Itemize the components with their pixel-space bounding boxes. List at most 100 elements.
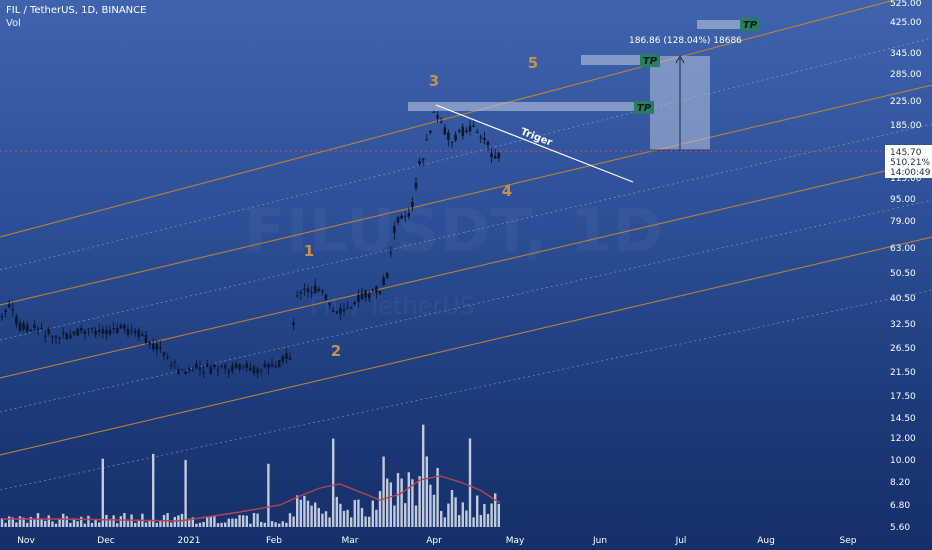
candle-body (328, 303, 331, 305)
volume-bar (468, 438, 472, 527)
volume-bar (18, 516, 22, 527)
candle-body (29, 329, 33, 331)
candle-body (155, 343, 159, 350)
volume-bar (206, 517, 209, 527)
symbol-title[interactable]: FIL / TetherUS, 1D, BINANCE (6, 5, 147, 16)
volume-bar (429, 484, 432, 527)
channel-midline (0, 123, 932, 341)
time-label: Jun (592, 536, 607, 546)
volume-bar (191, 517, 194, 527)
volume-bar (396, 473, 400, 527)
volume-bar (461, 502, 464, 527)
candle-body (213, 364, 216, 367)
volume-bar (368, 516, 371, 527)
volume-indicator-label[interactable]: Vol (6, 18, 21, 29)
measure-arrow-head (675, 54, 685, 64)
volume-pane (0, 424, 501, 527)
volume-bar (407, 472, 410, 527)
candle-body (101, 328, 105, 334)
price-tick: 21.50 (890, 368, 916, 378)
last-price-box (885, 145, 932, 178)
volume-bar (497, 504, 500, 527)
volume-bar (252, 512, 256, 527)
volume-bar (170, 522, 173, 527)
volume-bar (249, 523, 252, 527)
candle-body (36, 328, 40, 330)
candle-body (202, 371, 205, 374)
candle-body (151, 343, 155, 350)
wave-label-5: 5 (528, 54, 538, 72)
candle-body (249, 367, 252, 371)
tp-zone-3 (697, 20, 750, 29)
candle-body (303, 288, 306, 290)
candle-body (321, 290, 324, 292)
wave-label-4: 4 (502, 182, 512, 200)
price-tick: 79.00 (890, 217, 916, 227)
candle-body (220, 365, 223, 367)
candle-body (436, 115, 439, 119)
price-tick: 525.00 (890, 0, 922, 9)
volume-bar (371, 500, 374, 527)
candle-body (274, 366, 277, 368)
volume-bar (454, 497, 457, 527)
volume-bar (472, 517, 475, 527)
volume-bar (144, 522, 148, 527)
channel-line (0, 84, 932, 306)
candle-body (231, 365, 234, 371)
candle-body (310, 292, 313, 294)
candle-body (18, 322, 22, 331)
candle-body (270, 364, 274, 367)
candle-body (475, 131, 479, 133)
candle-body (364, 290, 367, 298)
volume-bar (386, 478, 389, 527)
volume-bar (188, 518, 191, 527)
volume-bar (83, 523, 86, 527)
volume-bar (458, 515, 461, 527)
candle-body (69, 335, 72, 339)
candle-body (72, 331, 76, 334)
volume-bar (360, 507, 364, 527)
volume-bar (15, 522, 18, 527)
candle-body (403, 216, 407, 218)
volume-bar (220, 522, 223, 527)
volume-bar (11, 517, 14, 527)
time-axis: Nov Dec 2021 Feb Mar Apr May Jun Jul Aug Sep (17, 536, 857, 546)
channel-line (0, 0, 897, 238)
volume-bar (234, 518, 238, 527)
candle-body (389, 252, 393, 254)
volume-bar (346, 509, 349, 527)
candle-body (378, 291, 382, 294)
volume-bar (411, 479, 414, 527)
volume-bar (224, 522, 227, 527)
price-tick: 26.50 (890, 344, 916, 354)
candle-body (133, 330, 137, 334)
tp-zone-1 (408, 102, 636, 111)
volume-bar (134, 522, 137, 527)
candle-body (288, 357, 292, 360)
candle-body (97, 330, 101, 332)
volume-bar (274, 522, 277, 527)
candle-body (339, 308, 342, 315)
volume-bar (357, 499, 360, 527)
time-label: Feb (266, 536, 282, 546)
candle-body (209, 367, 213, 374)
candle-body (144, 334, 148, 344)
candle-body (443, 127, 447, 135)
candle-body (87, 328, 90, 330)
candle-body (148, 342, 151, 345)
candle-body (385, 273, 389, 279)
volume-bar (245, 515, 248, 527)
volume-bar (69, 522, 72, 527)
candle-body (198, 367, 202, 370)
candle-body (382, 277, 385, 286)
volume-bar (332, 438, 335, 527)
candle-body (375, 286, 378, 293)
candle-body (324, 294, 328, 300)
volume-bar (440, 510, 443, 527)
volume-bar (490, 503, 493, 527)
candle-body (123, 324, 126, 329)
candle-body (486, 141, 490, 146)
candle-body (58, 337, 61, 339)
